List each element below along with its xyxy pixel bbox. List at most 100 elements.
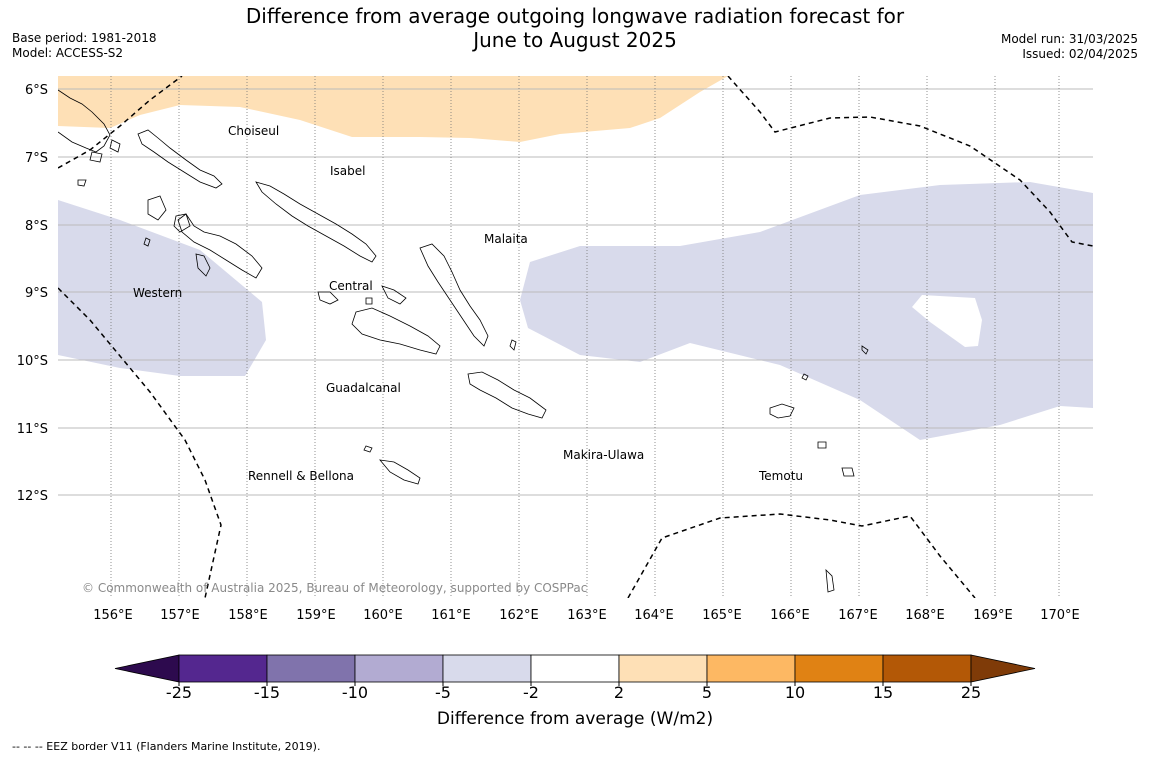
lon-label-157e: 157°E [160,608,200,623]
province-label-guadalcanal: Guadalcanal [326,381,401,395]
anomaly-region-negative-east [520,182,1093,440]
colorbar-tick-label: 15 [873,683,893,702]
meta-left: Base period: 1981-2018 Model: ACCESS-S2 [12,31,157,61]
lat-label-12s: 12°S [17,489,48,504]
lon-labels: 156°E 157°E 158°E 159°E 160°E 161°E 162°… [93,608,1080,623]
colorbar-tick-labels: -25 -15 -10 -5 -2 2 5 10 15 25 [166,683,981,702]
colorbar-segment [618,654,708,683]
province-label-choiseul: Choiseul [228,124,279,138]
colorbar-segments [114,654,1036,683]
island-new-georgia [177,213,263,279]
lon-label-169e: 169°E [973,608,1013,623]
island-small-ng [143,237,151,247]
island-isabel [255,181,377,263]
lon-label-156e: 156°E [93,608,133,623]
island-kolombangara [173,213,191,233]
meta-right: Model run: 31/03/2025 Issued: 02/04/2025 [1001,32,1138,62]
colorbar-tick-label: -15 [254,683,280,702]
colorbar-segment [442,654,532,683]
issued-date: Issued: 02/04/2025 [1022,47,1138,61]
model-name: Model: ACCESS-S2 [12,46,124,60]
province-label-rennell-bellona: Rennell & Bellona [248,469,354,483]
colorbar-tick-label: -5 [435,683,451,702]
lat-label-10s: 10°S [17,354,48,369]
colorbar-extend-low [114,654,180,683]
lat-label-11s: 11°S [17,422,48,437]
colorbar-segment [794,654,884,683]
island-small-nw-3 [109,139,121,153]
title-line-1: Difference from average outgoing longwav… [245,4,905,28]
chart-title: Difference from average outgoing longwav… [0,4,1150,52]
map-canvas: 6°S 7°S 8°S 9°S 10°S 11°S 12°S 156°E 157… [17,76,1093,623]
island-makira [467,371,547,419]
island-santa-cruz [769,403,795,419]
province-label-isabel: Isabel [330,164,365,178]
island-temotu-small-2 [841,467,855,477]
island-rennell [379,459,421,485]
island-temotu-small-1 [817,441,827,449]
lat-label-9s: 9°S [25,286,48,301]
island-temotu-small-4 [825,568,835,593]
island-malaita [419,243,489,347]
colorbar-segment [882,654,972,683]
lon-label-165e: 165°E [702,608,742,623]
lon-label-167e: 167°E [838,608,878,623]
title-line-2: June to August 2025 [473,28,677,52]
lat-label-8s: 8°S [25,219,48,234]
province-label-makira-ulawa: Makira-Ulawa [563,448,644,462]
colorbar-tick-label: -10 [342,683,368,702]
lon-label-170e: 170°E [1040,608,1080,623]
lon-label-168e: 168°E [905,608,945,623]
colorbar-segment [530,654,620,683]
lon-label-159e: 159°E [296,608,336,623]
lon-label-166e: 166°E [770,608,810,623]
island-small-nw [89,151,103,163]
island-temotu-small-3 [801,373,809,381]
colorbar-tick-label: 25 [961,683,981,702]
colorbar-segment [354,654,444,683]
province-label-temotu: Temotu [758,469,803,483]
island-malaita-small [509,339,517,351]
lat-labels: 6°S 7°S 8°S 9°S 10°S 11°S 12°S [17,83,48,504]
lon-label-164e: 164°E [634,608,674,623]
colorbar-title: Difference from average (W/m2) [436,709,714,729]
lon-label-163e: 163°E [567,608,607,623]
island-guadalcanal [351,307,441,355]
lon-label-162e: 162°E [499,608,539,623]
colorbar-segment [266,654,356,683]
eez-border-note: -- -- -- EEZ border V11 (Flanders Marine… [12,740,321,753]
colorbar-tick-label: 5 [702,683,712,702]
island-vella-lavella [147,195,167,221]
anomaly-region-positive [58,76,728,142]
island-temotu-small-5 [861,345,869,355]
island-florida [317,291,339,305]
anomaly-region-negative-west [58,200,266,376]
lat-gridlines [58,88,1093,496]
province-label-malaita: Malaita [484,232,528,246]
lon-gridlines [110,76,1060,598]
model-run: Model run: 31/03/2025 [1000,32,1138,46]
lon-label-160e: 160°E [363,608,403,623]
island-bougainville [58,89,111,153]
base-period: Base period: 1981-2018 [12,31,157,45]
anomaly-hole [912,295,982,347]
island-bellona [363,445,373,453]
colorbar-segment [178,654,268,683]
eez-borders [58,76,1093,598]
island-choiseul [137,129,223,189]
lon-label-158e: 158°E [228,608,268,623]
province-labels: Choiseul Isabel Malaita Western Central … [133,124,803,483]
colorbar-ticks [178,682,972,686]
colorbar-tick-label: -25 [166,683,192,702]
lat-label-7s: 7°S [25,151,48,166]
island-small-nw-2 [77,179,87,187]
colorbar-extend-high [970,654,1036,683]
colorbar-tick-label: -2 [523,683,539,702]
colorbar: -25 -15 -10 -5 -2 2 5 10 15 25 [114,654,1036,702]
island-rendova [195,253,211,277]
lon-label-161e: 161°E [431,608,471,623]
colorbar-tick-label: 10 [785,683,805,702]
copyright-text: © Commonwealth of Australia 2025, Bureau… [82,581,587,595]
province-label-western: Western [133,286,182,300]
island-savo [365,297,373,305]
